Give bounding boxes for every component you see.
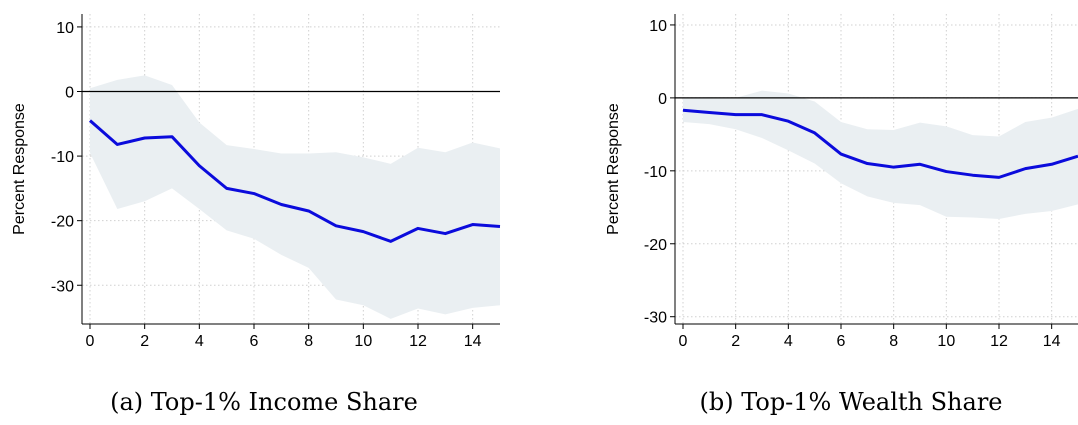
x-tick-label: 6 bbox=[837, 333, 846, 350]
x-tick-label: 0 bbox=[86, 333, 95, 350]
x-tick-label: 0 bbox=[679, 333, 688, 350]
x-tick-label: 10 bbox=[937, 333, 955, 350]
y-axis-label: Percent Response bbox=[605, 103, 622, 235]
x-tick-label: 14 bbox=[464, 333, 482, 350]
y-axis-label: Percent Response bbox=[11, 103, 28, 235]
x-tick-label: 2 bbox=[140, 333, 149, 350]
confidence-band bbox=[90, 75, 500, 319]
x-tick-label: 4 bbox=[195, 333, 204, 350]
x-tick-label: 8 bbox=[889, 333, 898, 350]
panel-caption: (b) Top-1% Wealth Share bbox=[700, 388, 1003, 416]
x-tick-label: 4 bbox=[784, 333, 793, 350]
y-tick-label: -20 bbox=[644, 237, 667, 254]
y-tick-label: -20 bbox=[51, 214, 74, 231]
confidence-band bbox=[683, 90, 1078, 219]
y-tick-label: -30 bbox=[51, 278, 74, 295]
y-tick-label: 10 bbox=[56, 20, 74, 37]
x-tick-label: 8 bbox=[304, 333, 313, 350]
y-tick-label: 0 bbox=[658, 91, 667, 108]
y-tick-label: 10 bbox=[649, 18, 667, 35]
panel-income-share: 10 0 -10 -20 -30 0 2 4 6 8 10 12 14 Percent Response (… bbox=[11, 14, 501, 416]
panel-wealth-share: 10 0 -10 -20 -30 0 2 4 6 8 10 12 14 Percent Response (… bbox=[605, 14, 1078, 416]
panel-caption: (a) Top-1% Income Share bbox=[110, 388, 418, 416]
x-tick-label: 12 bbox=[990, 333, 1008, 350]
y-tick-label: -30 bbox=[644, 310, 667, 327]
series-line bbox=[89, 119, 501, 243]
x-tick-label: 10 bbox=[354, 333, 372, 350]
x-tick-label: 14 bbox=[1043, 333, 1061, 350]
x-tick-label: 6 bbox=[250, 333, 259, 350]
x-tick-label: 12 bbox=[409, 333, 427, 350]
series-line bbox=[682, 108, 1078, 179]
y-tick-label: -10 bbox=[644, 164, 667, 181]
y-tick-label: -10 bbox=[51, 149, 74, 166]
x-tick-label: 2 bbox=[731, 333, 740, 350]
y-tick-label: 0 bbox=[65, 85, 74, 102]
